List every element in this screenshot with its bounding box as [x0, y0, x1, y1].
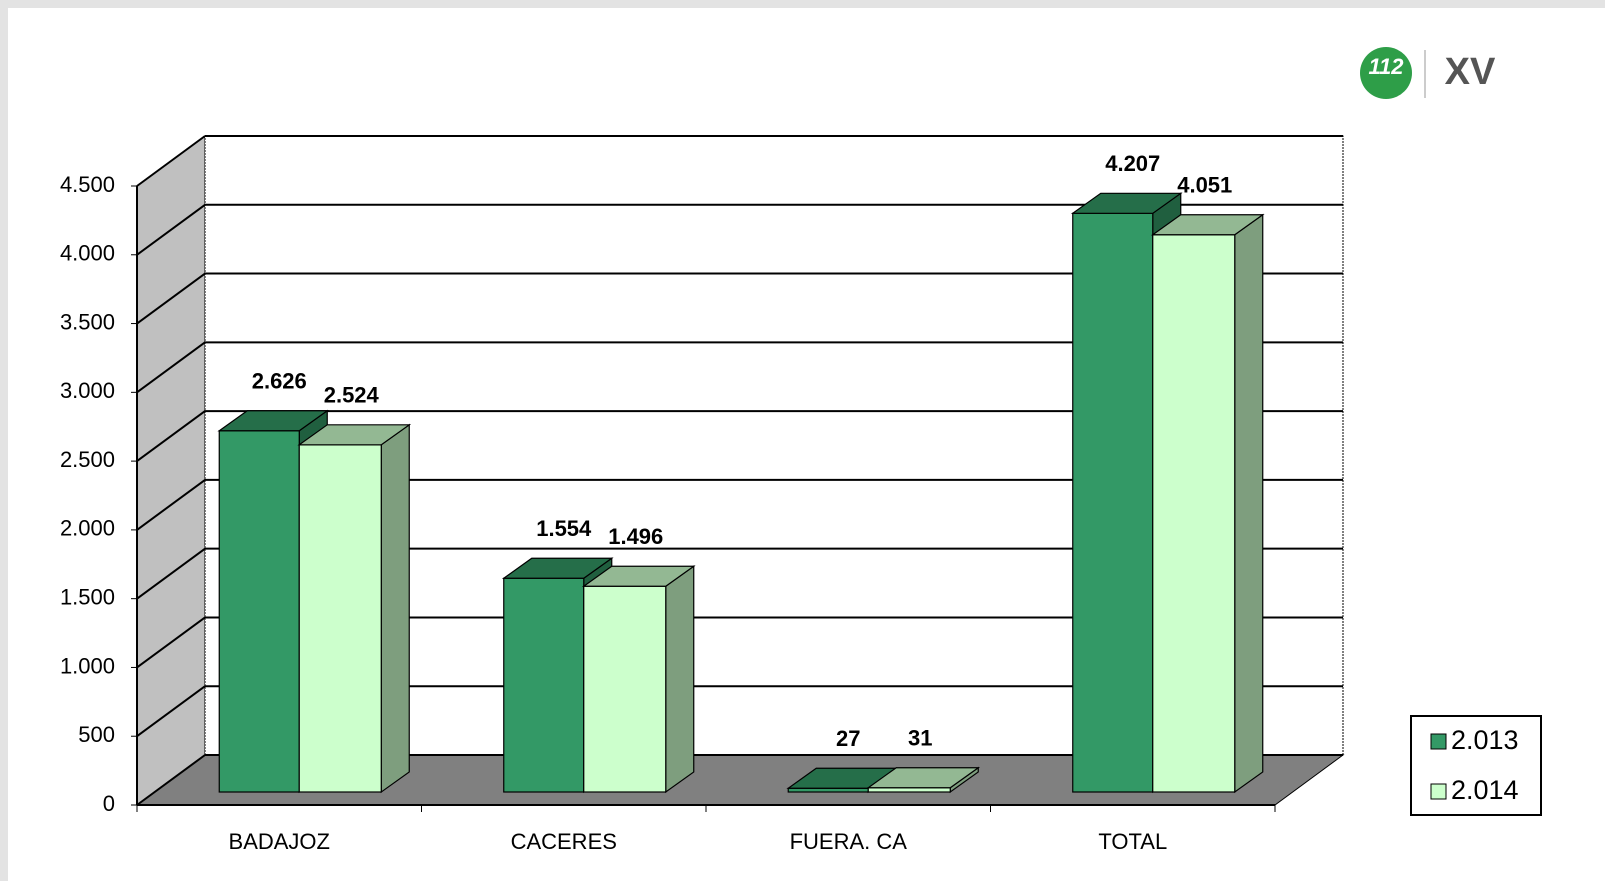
y-tick-label: 1.500	[60, 584, 115, 609]
bar-top	[1150, 214, 1265, 236]
grid-line	[136, 203, 206, 256]
bar-front	[1072, 212, 1154, 793]
value-label: 1.554	[536, 516, 592, 541]
grid-line	[136, 685, 206, 738]
y-tick-label: 4.000	[60, 241, 115, 266]
bar-front	[298, 444, 382, 793]
x-tick-label: TOTAL	[1098, 829, 1167, 854]
bar	[581, 565, 696, 794]
bar-top	[501, 557, 614, 579]
bar-front	[218, 430, 300, 793]
y-tick-label: 0	[103, 791, 115, 816]
x-tick-label: CACERES	[511, 829, 617, 854]
x-tick-label: BADAJOZ	[229, 829, 330, 854]
legend-label: 2.014	[1451, 775, 1519, 805]
y-tick-label: 2.500	[60, 447, 115, 472]
grid-line	[136, 616, 206, 669]
grid-line	[136, 547, 206, 600]
bar-front	[1152, 234, 1236, 793]
bar-top	[1070, 192, 1183, 214]
bar-front	[867, 787, 951, 793]
y-tick-label: 3.500	[60, 309, 115, 334]
legend-swatch	[1430, 733, 1447, 750]
grid-line	[136, 341, 206, 394]
grid-line	[136, 754, 206, 806]
logo-badge-text: 112	[1368, 54, 1404, 79]
legend-swatch	[1430, 783, 1447, 800]
value-label: 4.207	[1105, 151, 1160, 176]
value-label: 31	[908, 726, 932, 751]
bar-front	[583, 585, 667, 793]
grid-line	[136, 135, 206, 187]
bar-top	[866, 767, 981, 789]
y-tick-label: 500	[78, 722, 115, 747]
side-wall	[136, 135, 206, 806]
bar	[866, 766, 981, 794]
bar-top	[581, 565, 696, 587]
bar-top	[297, 424, 412, 446]
bar-side	[665, 565, 695, 794]
bar-front	[503, 577, 585, 793]
bar-side	[1234, 213, 1264, 794]
logo: 112 XV	[1360, 47, 1496, 99]
y-tick-label: 4.500	[60, 172, 115, 197]
logo-mark: XV	[1445, 51, 1496, 93]
value-label: 2.626	[252, 369, 307, 394]
bar-side	[380, 423, 410, 794]
bar	[297, 423, 412, 794]
value-label: 4.051	[1177, 173, 1232, 198]
bar	[1150, 213, 1265, 794]
value-label: 1.496	[608, 524, 663, 549]
x-tick-label: FUERA. CA	[790, 829, 908, 854]
bar-top	[217, 410, 330, 432]
grid-line	[136, 410, 206, 462]
y-tick-label: 3.000	[60, 378, 115, 403]
value-label: 2.524	[324, 383, 380, 408]
grid-line	[136, 479, 206, 531]
logo-badge	[1360, 47, 1412, 99]
y-tick-label: 2.000	[60, 516, 115, 541]
value-label: 27	[836, 726, 860, 751]
y-tick-label: 1.000	[60, 653, 115, 678]
grid-line	[136, 272, 206, 325]
legend-label: 2.013	[1451, 725, 1519, 755]
